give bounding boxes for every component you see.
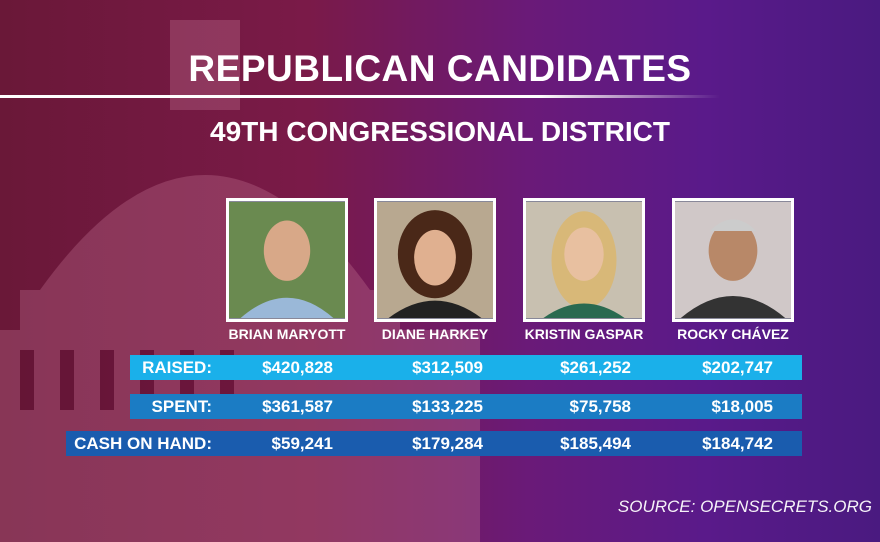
cell-value: $202,747 <box>702 358 773 377</box>
candidate-name: BRIAN MARYOTT <box>228 326 346 342</box>
row-raised: RAISED: $420,828 $312,509 $261,252 $202,… <box>130 355 802 380</box>
source-credit: SOURCE: OPENSECRETS.ORG <box>617 497 872 516</box>
cell-value: $75,758 <box>569 397 631 416</box>
candidate-photo-maryott <box>226 198 348 322</box>
cell-value: $312,509 <box>412 358 483 377</box>
candidate-name: DIANE HARKEY <box>381 326 489 342</box>
cell-value: $185,494 <box>560 434 631 453</box>
candidate-name: ROCKY CHÁVEZ <box>677 326 789 342</box>
divider <box>0 95 720 98</box>
subtitle: 49TH CONGRESSIONAL DISTRICT <box>210 116 670 147</box>
candidate-photo-chavez <box>672 198 794 322</box>
row-spent: SPENT: $361,587 $133,225 $75,758 $18,005 <box>130 394 802 419</box>
cell-value: $59,241 <box>271 434 333 453</box>
cell-value: $184,742 <box>702 434 773 453</box>
cell-value: $133,225 <box>412 397 483 416</box>
row-cash-on-hand: CASH ON HAND: $59,241 $179,284 $185,494 … <box>66 431 802 456</box>
row-label: CASH ON HAND: <box>74 434 212 453</box>
candidate-name: KRISTIN GASPAR <box>524 326 644 342</box>
cell-value: $18,005 <box>711 397 773 416</box>
candidate-photo-harkey <box>374 198 496 322</box>
row-label: SPENT: <box>151 397 212 416</box>
cell-value: $361,587 <box>262 397 333 416</box>
cell-value: $179,284 <box>412 434 483 453</box>
row-label: RAISED: <box>142 358 212 377</box>
title: REPUBLICAN CANDIDATES <box>188 48 692 89</box>
cell-value: $261,252 <box>560 358 631 377</box>
candidate-photo-gaspar <box>523 198 645 322</box>
cell-value: $420,828 <box>262 358 333 377</box>
